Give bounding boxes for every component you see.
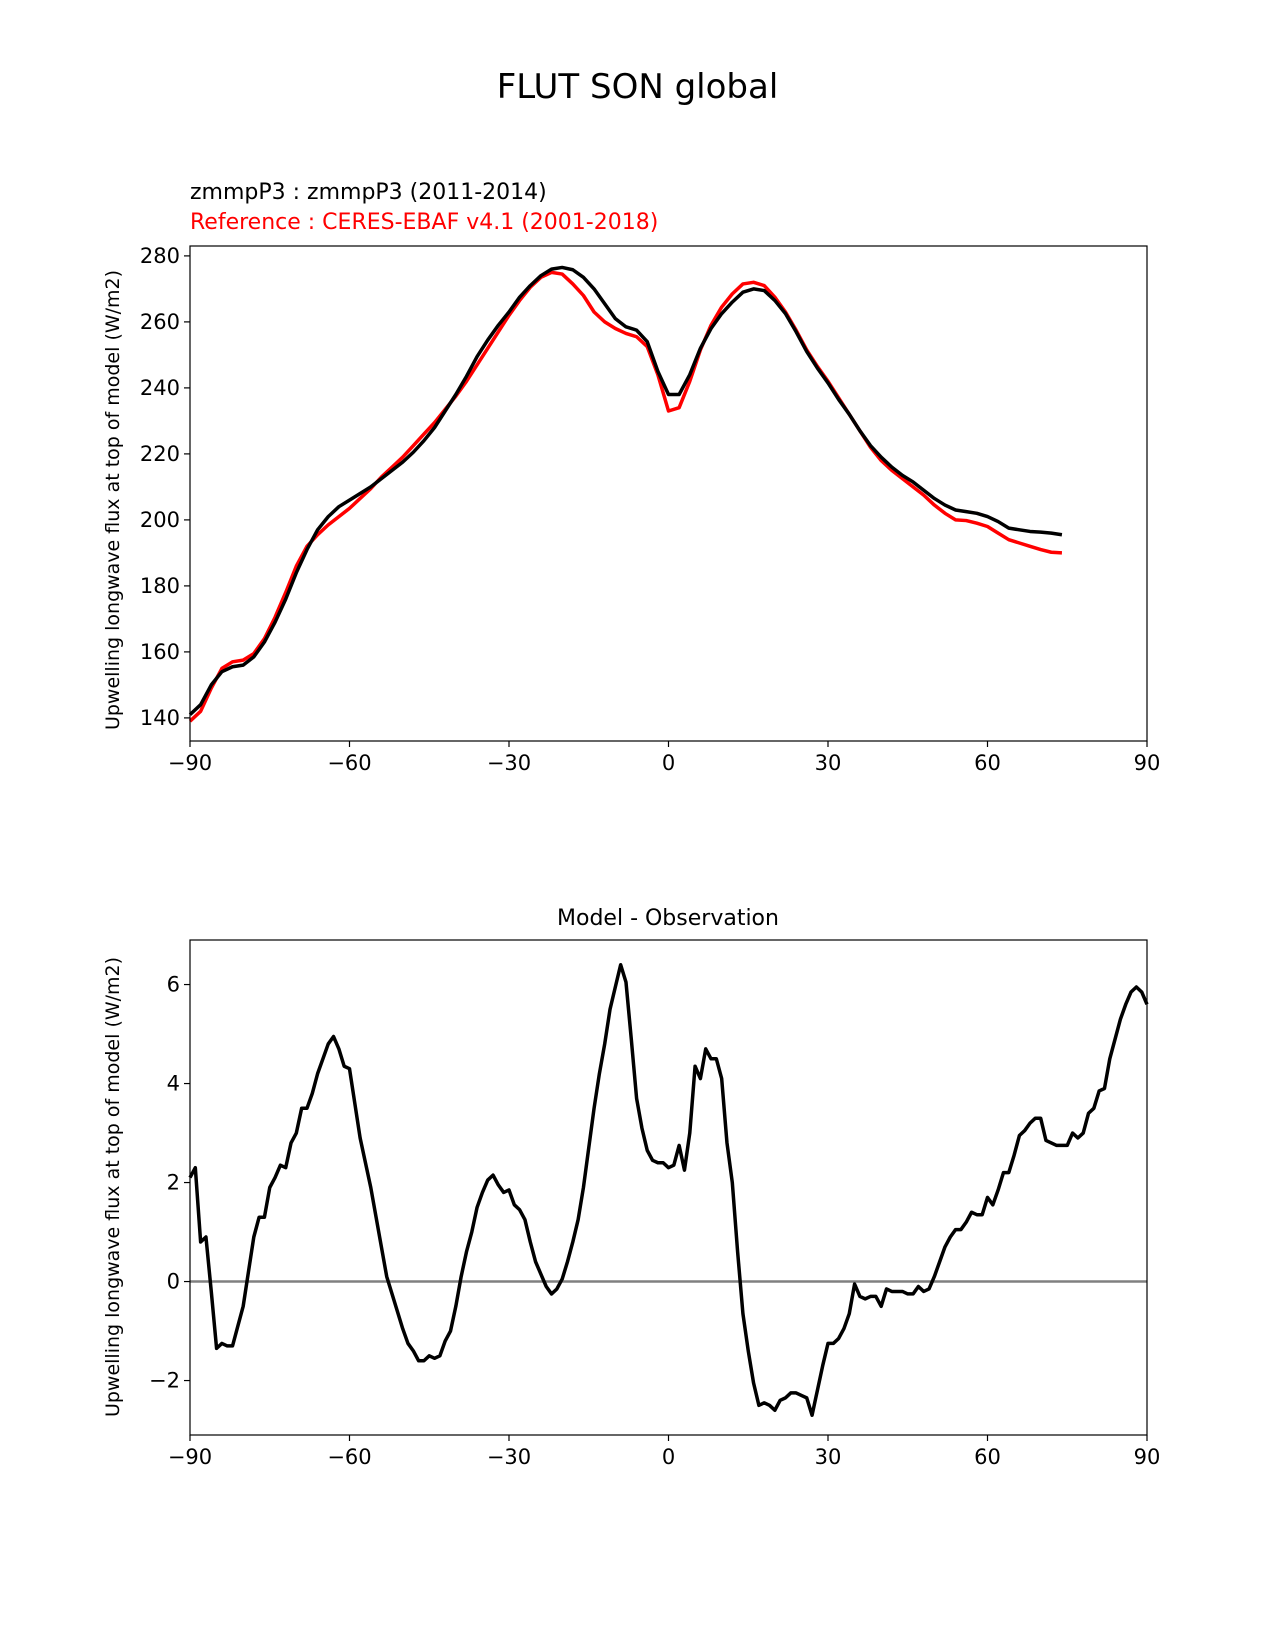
bottom-chart-x-tick-label: 90 xyxy=(1134,1445,1161,1469)
top-chart-series-reference-line xyxy=(188,270,1063,723)
top-chart-y-tick-label: 240 xyxy=(140,376,180,400)
bottom-chart-x-tick-label: −30 xyxy=(487,1445,531,1469)
top-chart-y-tick-label: 220 xyxy=(140,442,180,466)
bottom-chart-x-tick-label: 30 xyxy=(815,1445,842,1469)
top-chart-y-axis-label: Upwelling longwave flux at top of model … xyxy=(102,270,124,730)
top-chart-y-tick-label: 180 xyxy=(140,574,180,598)
bottom-chart-y-axis-label: Upwelling longwave flux at top of model … xyxy=(102,957,124,1417)
top-chart-series-test-line xyxy=(188,265,1063,716)
top-chart-y-tick-label: 260 xyxy=(140,310,180,334)
top-chart-x-tick-label: −90 xyxy=(168,751,212,775)
top-chart-x-tick-label: −60 xyxy=(327,751,371,775)
bottom-chart-difference-line xyxy=(188,963,1149,1417)
top-chart-y-tick-label: 200 xyxy=(140,508,180,532)
bottom-chart-panel: Model - Observation Upwelling longwave f… xyxy=(102,906,1160,1469)
top-chart-x-tick-label: 60 xyxy=(974,751,1001,775)
figure-title: FLUT SON global xyxy=(497,67,779,107)
bottom-chart-lines xyxy=(188,963,1149,1417)
top-chart-y-tick-label: 160 xyxy=(140,640,180,664)
bottom-chart-frame xyxy=(189,939,1148,1436)
top-chart-x-tick-label: 0 xyxy=(662,751,675,775)
top-chart-x-tick-label: 90 xyxy=(1134,751,1161,775)
bottom-chart-y-tick-label: 0 xyxy=(167,1270,180,1294)
bottom-chart-y-tick-label: 6 xyxy=(167,973,180,997)
top-chart-frame xyxy=(189,245,1148,742)
top-chart-reference-title: Reference : CERES-EBAF v4.1 (2001-2018) xyxy=(190,210,658,235)
bottom-chart-y-tick-label: −2 xyxy=(149,1369,180,1393)
bottom-chart-x-tick-label: 0 xyxy=(662,1445,675,1469)
bottom-chart-x-tick-label: −90 xyxy=(168,1445,212,1469)
top-chart-x-tick-label: −30 xyxy=(487,751,531,775)
top-chart-test-title: zmmpP3 : zmmpP3 (2011-2014) xyxy=(190,180,547,205)
bottom-chart-y-tick-label: 4 xyxy=(167,1072,180,1096)
top-chart-y-tick-label: 140 xyxy=(140,706,180,730)
bottom-chart-title: Model - Observation xyxy=(557,906,779,931)
bottom-chart-x-tick-label: −60 xyxy=(327,1445,371,1469)
bottom-chart-ticks: −90 −60 −30 0 30 60 90 −2 0 2 4 6 xyxy=(149,973,1160,1469)
top-chart-ticks: −90 −60 −30 0 30 60 90 140 160 180 200 220 240 260 280 xyxy=(140,244,1160,775)
bottom-chart-x-tick-label: 60 xyxy=(974,1445,1001,1469)
top-chart-panel: zmmpP3 : zmmpP3 (2011-2014) Reference : … xyxy=(102,180,1160,775)
top-chart-y-tick-label: 280 xyxy=(140,244,180,268)
top-chart-x-tick-label: 30 xyxy=(815,751,842,775)
bottom-chart-y-tick-label: 2 xyxy=(167,1171,180,1195)
top-chart-lines xyxy=(188,265,1063,723)
